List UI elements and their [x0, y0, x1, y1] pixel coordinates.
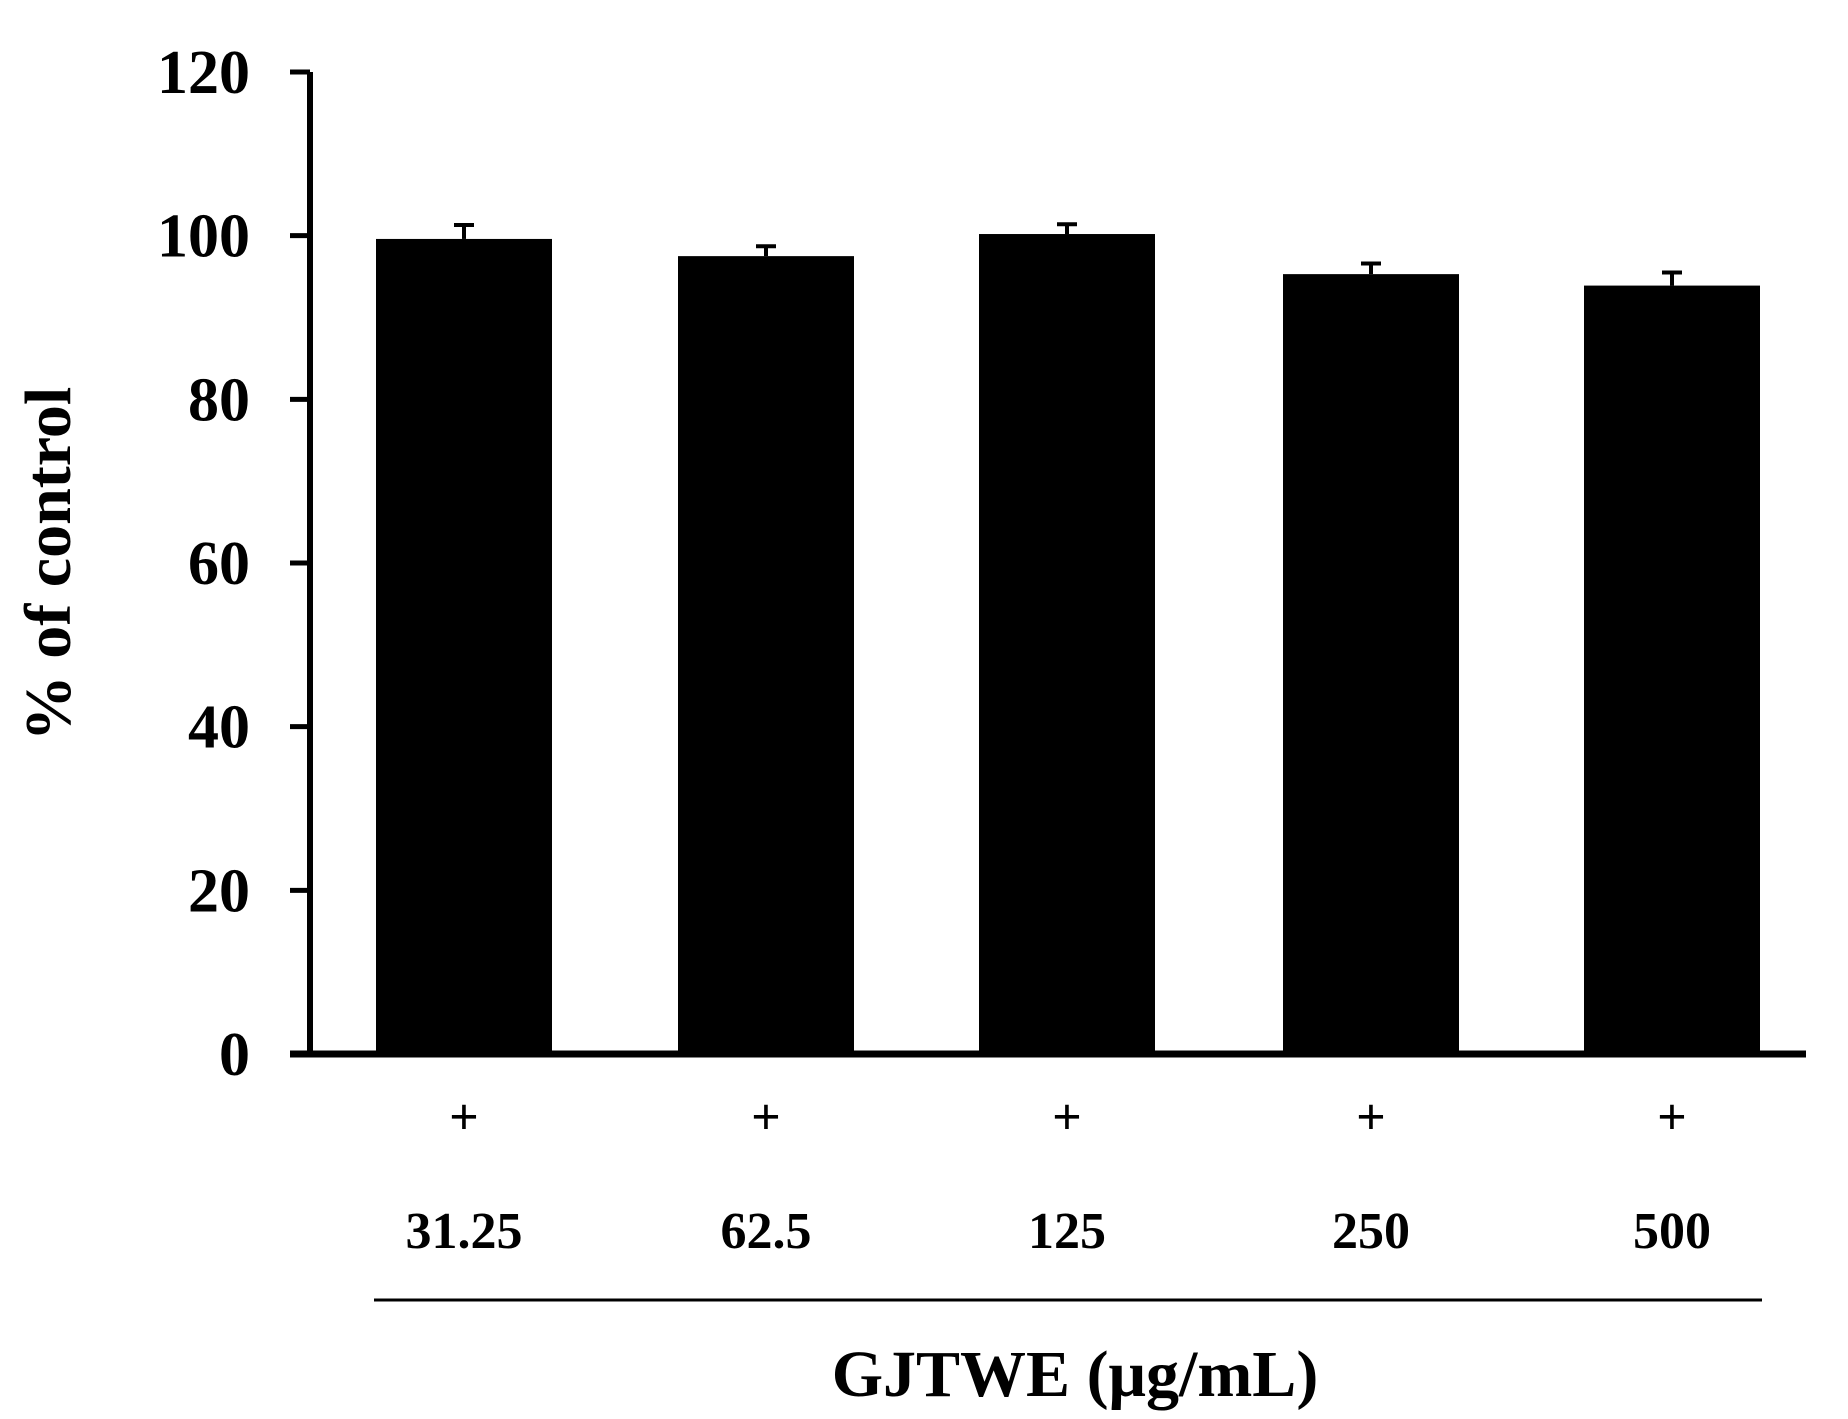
x-ticks-group: 31.25 62.5 125 250 500	[406, 1203, 1712, 1260]
treatment-mark-31.25: +	[449, 1089, 479, 1146]
y-tick-label-120: 120	[157, 39, 250, 107]
y-ticks-group: 0 20 40 60 80 100 120	[157, 39, 310, 1089]
y-tick-label-80: 80	[188, 366, 250, 434]
treatment-mark-62.5: +	[751, 1089, 781, 1146]
y-tick-label-100: 100	[157, 203, 250, 271]
bars-group	[376, 234, 1760, 1055]
x-axis-label: GJTWE (μg/mL)	[832, 1338, 1319, 1411]
error-bars-group	[454, 222, 1682, 286]
x-tick-label-62.5: 62.5	[721, 1203, 812, 1260]
y-tick-label-0: 0	[219, 1021, 250, 1089]
bar-125	[979, 234, 1155, 1054]
x-tick-label-31.25: 31.25	[406, 1203, 523, 1260]
x-tick-label-250: 250	[1332, 1203, 1410, 1260]
y-axis-label: % of control	[12, 387, 85, 741]
treatment-mark-500: +	[1657, 1089, 1687, 1146]
treatment-mark-250: +	[1356, 1089, 1386, 1146]
bar-250	[1283, 274, 1459, 1055]
treatment-mark-125: +	[1052, 1089, 1082, 1146]
y-tick-label-60: 60	[188, 530, 250, 598]
y-tick-label-40: 40	[188, 694, 250, 762]
x-tick-label-125: 125	[1028, 1203, 1106, 1260]
treatment-row: + + + + +	[449, 1089, 1687, 1146]
bar-62.5	[678, 256, 854, 1054]
x-tick-label-500: 500	[1633, 1203, 1711, 1260]
bar-31.25	[376, 238, 552, 1054]
y-tick-label-20: 20	[188, 857, 250, 925]
bar-500	[1584, 285, 1760, 1055]
